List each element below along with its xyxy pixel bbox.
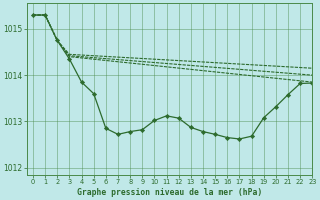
X-axis label: Graphe pression niveau de la mer (hPa): Graphe pression niveau de la mer (hPa) xyxy=(77,188,262,197)
